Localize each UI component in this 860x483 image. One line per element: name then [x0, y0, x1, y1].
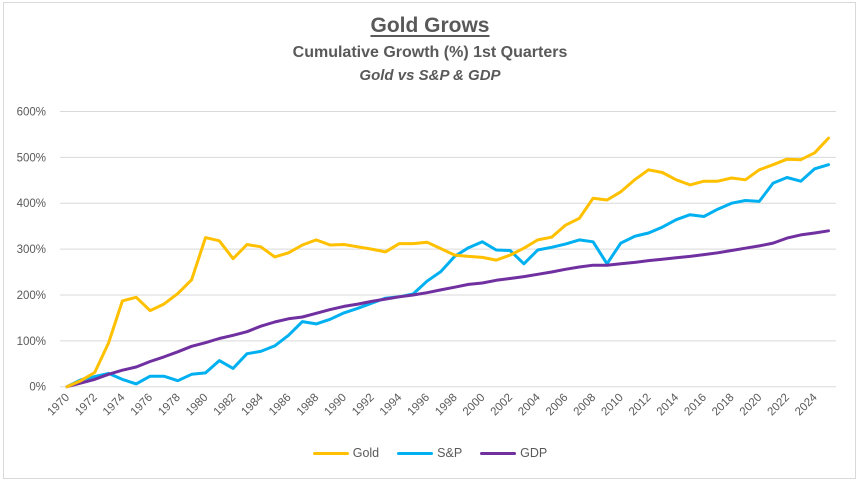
x-tick-label: 1972: [73, 392, 100, 419]
legend-swatch-gdp: [480, 451, 517, 455]
x-tick-label: 1990: [322, 392, 349, 419]
x-tick-label: 2020: [738, 392, 765, 419]
gridlines: [60, 111, 836, 388]
x-tick-label: 2014: [655, 391, 682, 418]
x-tick-label: 1984: [239, 391, 266, 418]
x-tick-label: 1982: [212, 392, 239, 419]
y-tick-label: 500%: [17, 152, 46, 164]
x-tick-label: 2004: [516, 391, 543, 418]
legend-item-sp: S&P: [397, 446, 462, 460]
x-tick-label: 2006: [544, 392, 571, 419]
x-tick-label: 2012: [627, 392, 654, 419]
legend-item-gold: Gold: [312, 446, 380, 460]
x-tick-label: 1988: [295, 392, 322, 419]
chart-frame: [3, 2, 856, 479]
x-tick-label: 1998: [433, 392, 460, 419]
legend-label-sp: S&P: [437, 446, 463, 460]
series-line-sp: [65, 163, 830, 389]
y-tick-label: 600%: [17, 107, 46, 119]
legend-item-gdp: GDP: [480, 446, 547, 460]
x-tick-label: 1994: [378, 391, 405, 418]
x-tick-label: 1986: [267, 392, 294, 419]
y-tick-label: 0%: [29, 382, 46, 394]
y-tick-label: 200%: [17, 290, 46, 302]
series-line-gdp: [65, 229, 830, 389]
x-tick-label: 1978: [156, 392, 183, 419]
y-axis-ticks: 0% 100% 200% 300% 400% 500% 600%: [17, 107, 46, 394]
legend: Gold S&P GDP: [0, 446, 860, 460]
y-tick-label: 100%: [17, 336, 46, 348]
x-tick-label: 2002: [489, 392, 516, 419]
x-axis-ticks: 1970 1972 1974 1976 1978 1980 1982 1984 1986 1988…: [46, 391, 821, 418]
x-tick-label: 2000: [461, 392, 488, 419]
series-lines: [65, 136, 830, 389]
x-tick-label: 2022: [766, 392, 793, 419]
legend-label-gold: Gold: [352, 446, 380, 460]
y-tick-label: 400%: [17, 198, 46, 210]
x-tick-label: 1992: [350, 392, 377, 419]
legend-label-gdp: GDP: [520, 446, 548, 460]
y-tick-label: 300%: [17, 244, 46, 256]
x-tick-label: 2010: [599, 392, 626, 419]
chart-subtitle-2: Gold vs S&P & GDP: [359, 67, 501, 84]
legend-swatch-gold: [312, 451, 349, 455]
x-tick-label: 1980: [184, 392, 211, 419]
x-tick-label: 1976: [129, 392, 156, 419]
chart-subtitle: Cumulative Growth (%) 1st Quarters: [292, 44, 568, 61]
x-tick-label: 1996: [406, 392, 433, 419]
x-tick-label: 2018: [710, 392, 737, 419]
series-line-gold: [65, 136, 830, 389]
x-tick-label: 1974: [101, 391, 128, 418]
legend-swatch-sp: [397, 451, 434, 455]
x-tick-label: 2016: [682, 392, 709, 419]
x-tick-label: 1970: [46, 392, 73, 419]
chart-title: Gold Grows: [370, 14, 490, 37]
x-tick-label: 2024: [793, 391, 820, 418]
x-tick-label: 2008: [572, 392, 599, 419]
